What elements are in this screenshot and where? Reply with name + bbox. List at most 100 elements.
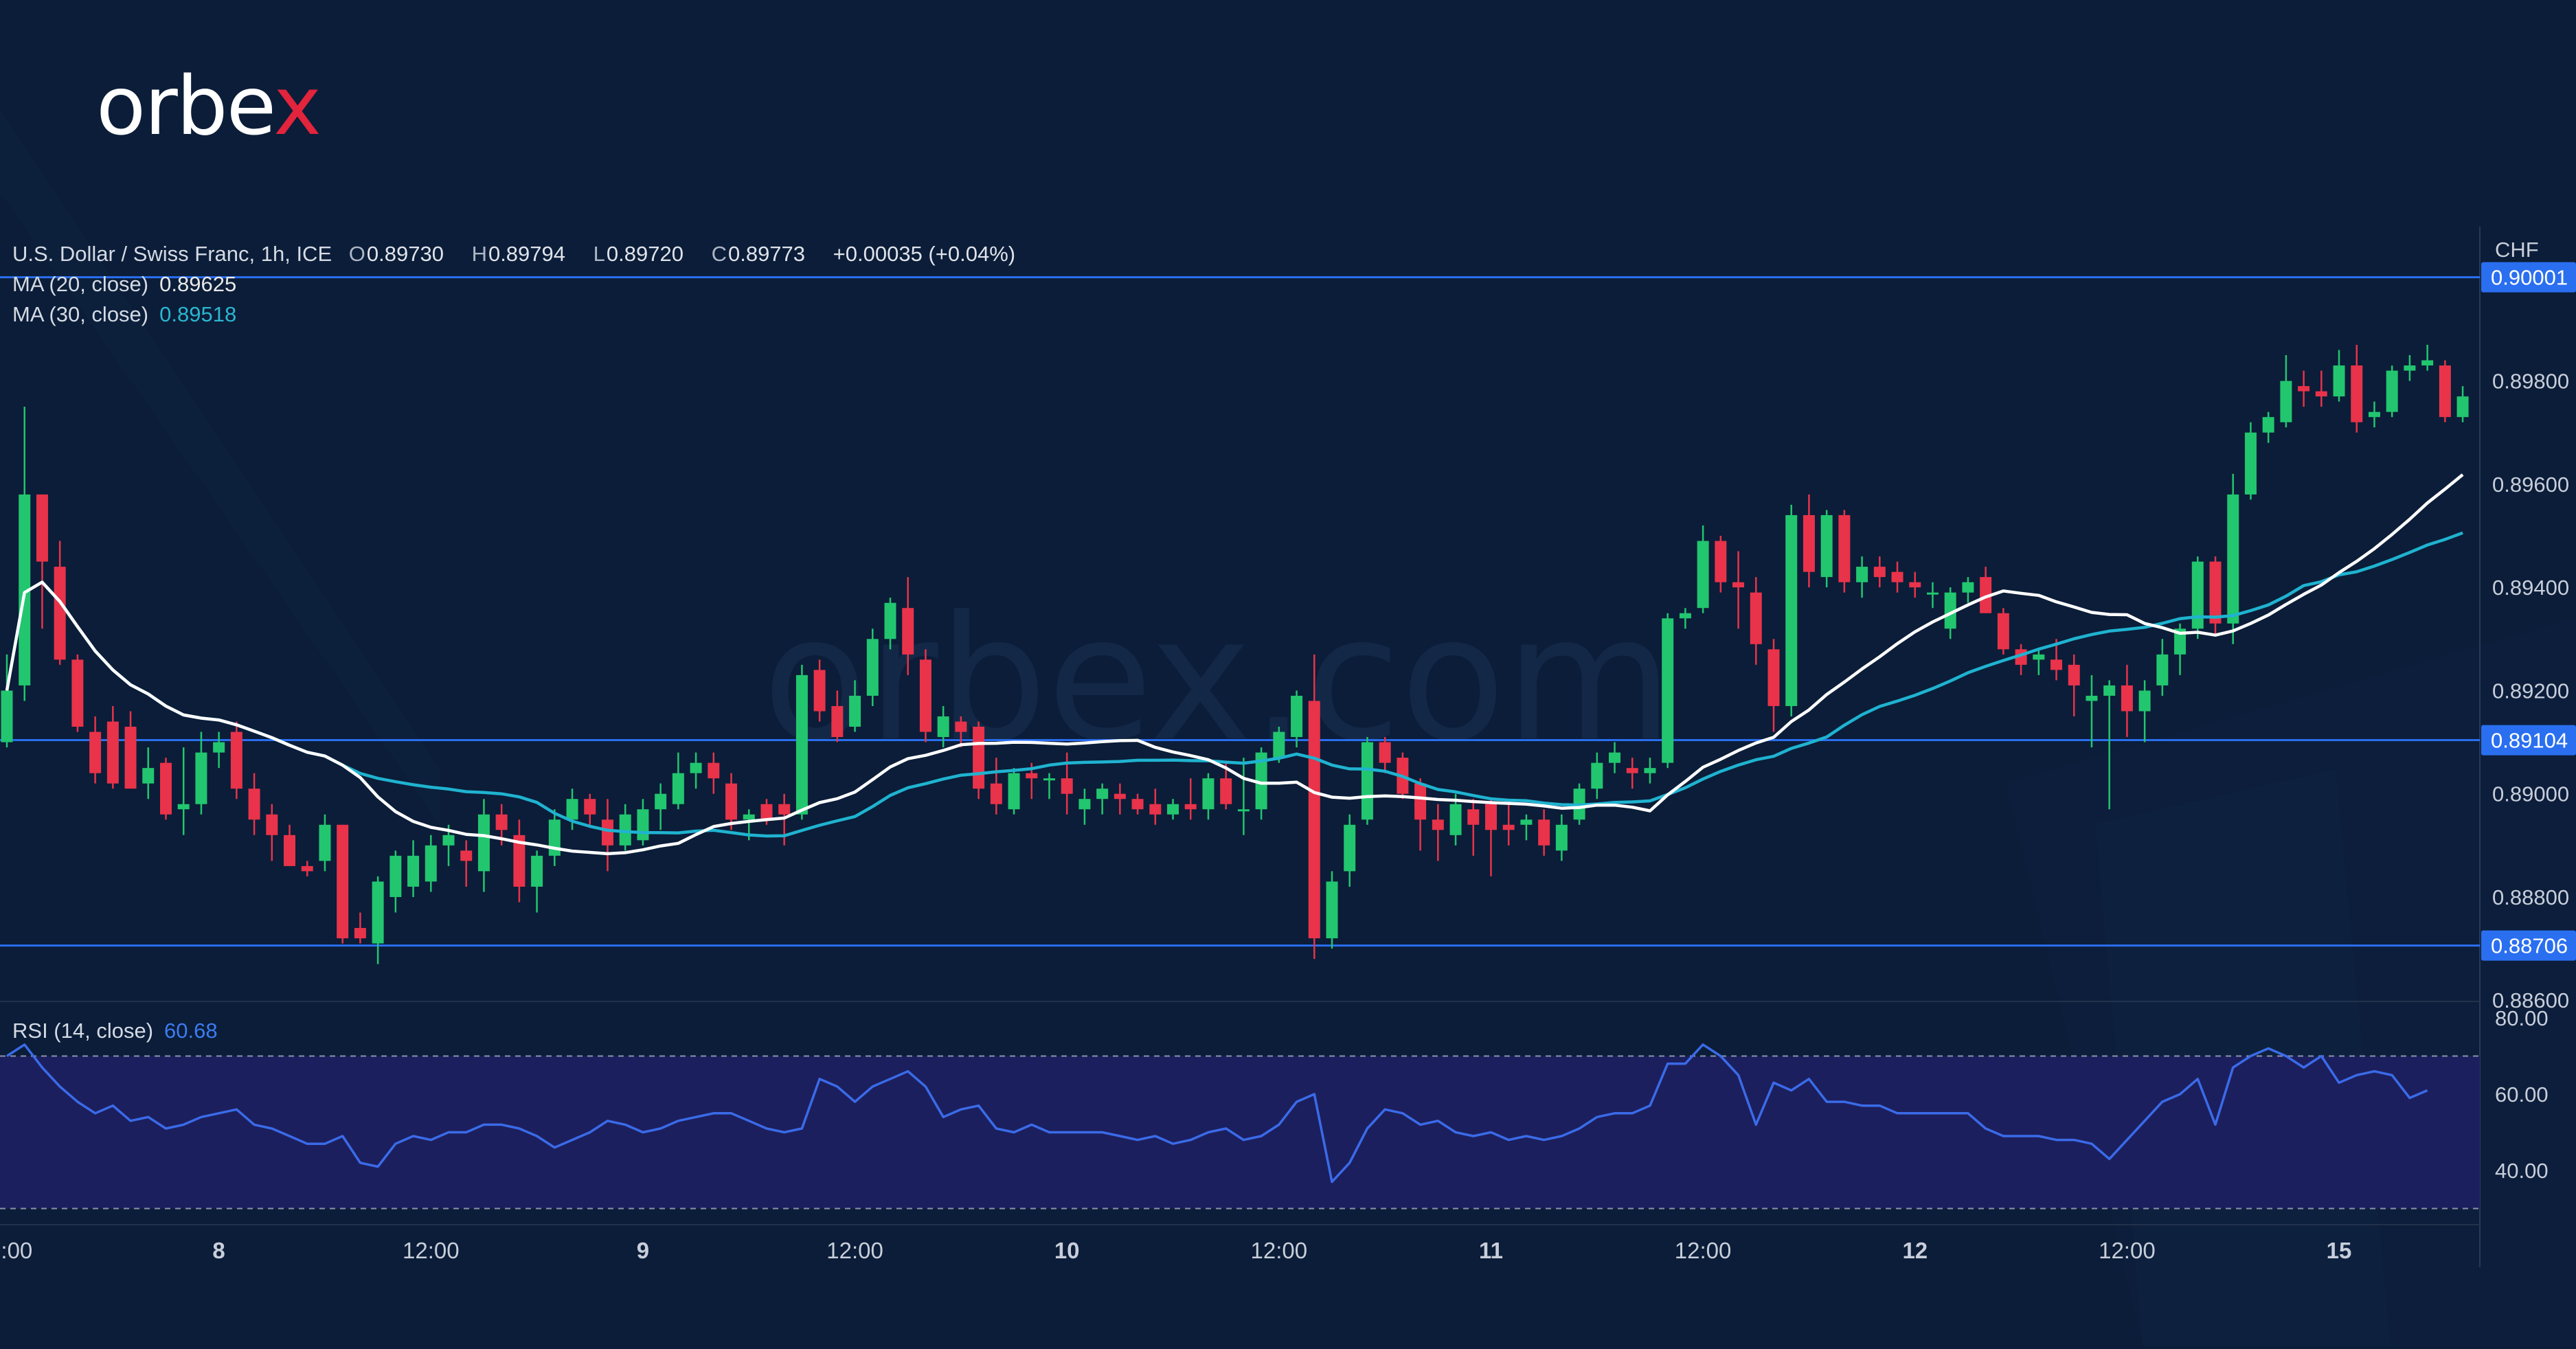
candle (1502, 799, 1515, 846)
candle-body (1149, 804, 1162, 815)
candle-body (708, 762, 720, 779)
candle-body (1856, 567, 1868, 582)
candle-body (1820, 514, 1833, 578)
candle-body (795, 674, 808, 815)
candle (1237, 758, 1250, 835)
candle (1220, 762, 1232, 810)
candle-body (637, 809, 649, 841)
candle-body (619, 814, 631, 846)
candle (195, 732, 207, 815)
candle (2421, 345, 2434, 371)
candle-body (1909, 582, 1921, 588)
candle (2103, 680, 2116, 810)
candle (725, 773, 738, 830)
candle (142, 747, 155, 800)
candle (619, 804, 631, 851)
candle-body (177, 804, 190, 810)
candle (1609, 742, 1621, 773)
candle-body (584, 799, 596, 815)
candle (1291, 690, 1303, 748)
level-badge (2481, 262, 2576, 293)
candle (902, 577, 914, 675)
candle (2244, 422, 2257, 500)
candle (2386, 365, 2398, 418)
rsi-tick-label: 80.00 (2495, 1006, 2549, 1030)
candle (1520, 814, 1533, 841)
candle (1043, 773, 1055, 800)
candle-body (142, 768, 155, 784)
high-value: 0.89794 (488, 242, 566, 266)
candle (372, 876, 384, 964)
candle (1, 654, 13, 748)
candle-body (1344, 824, 1356, 872)
candle (1873, 556, 1886, 588)
candle-body (354, 928, 366, 939)
price-tick-label: 0.89800 (2492, 370, 2569, 394)
ma20-line (5, 473, 2464, 856)
level-badge-label: 0.88706 (2491, 934, 2568, 958)
level-badge (2481, 725, 2576, 756)
candle (266, 804, 278, 861)
candle-body (2068, 664, 2080, 685)
candle (2368, 401, 2380, 428)
candle-body (495, 814, 508, 830)
candle-body (1591, 762, 1603, 789)
candle-body (973, 727, 985, 789)
candle-body (319, 824, 331, 861)
rsi-tick-label: 60.00 (2495, 1082, 2549, 1107)
level-badge-label: 0.89104 (2491, 729, 2568, 753)
candle-body (1467, 809, 1480, 825)
candle (2050, 639, 2063, 681)
candle-body (778, 804, 791, 815)
candle-body (2280, 381, 2292, 422)
currency-label: CHF (2495, 238, 2539, 262)
price-tick-label: 0.88800 (2492, 885, 2569, 909)
candle-body (1432, 819, 1444, 830)
candle-body (1061, 778, 1073, 794)
candle-body (1291, 695, 1303, 738)
candle-body (1803, 514, 1815, 572)
candle-body (884, 602, 896, 639)
candle-body (2404, 365, 2416, 371)
candle-body (36, 494, 48, 562)
candle-body (937, 716, 949, 738)
candle (1980, 567, 1992, 613)
candle-body (477, 814, 490, 872)
candle (1750, 577, 1762, 665)
rsi-label: RSI (14, close) (12, 1019, 154, 1043)
candle (1114, 783, 1126, 815)
candle (124, 711, 137, 789)
candle (955, 716, 967, 748)
candle (672, 752, 684, 810)
level-badge-label: 0.90001 (2491, 266, 2568, 290)
candle (831, 690, 844, 742)
bg-stripe-left (0, 110, 440, 824)
candle-body (2298, 386, 2310, 392)
candle (2191, 556, 2204, 639)
candle-body (2156, 654, 2169, 685)
candle (1414, 778, 1427, 851)
candle-body (902, 608, 914, 655)
candle (708, 752, 720, 794)
candle (1591, 752, 1603, 800)
candle (1484, 799, 1497, 876)
candle-body (601, 819, 613, 846)
candle-body (1220, 778, 1232, 804)
ma30-legend: MA (30, close) 0.89518 (12, 302, 247, 327)
candle-body (2033, 654, 2045, 660)
candle-body (2333, 365, 2345, 397)
candle (866, 628, 879, 706)
candle-body (919, 659, 931, 732)
candle (1096, 783, 1109, 815)
candle (1149, 789, 1162, 825)
candle (884, 598, 896, 650)
candle-body (2191, 561, 2204, 629)
candle (337, 824, 349, 944)
candle (248, 773, 260, 835)
candle (71, 654, 84, 732)
candle (919, 649, 931, 742)
candle-body (230, 732, 242, 789)
candle (1538, 809, 1550, 856)
candle (1326, 871, 1338, 949)
